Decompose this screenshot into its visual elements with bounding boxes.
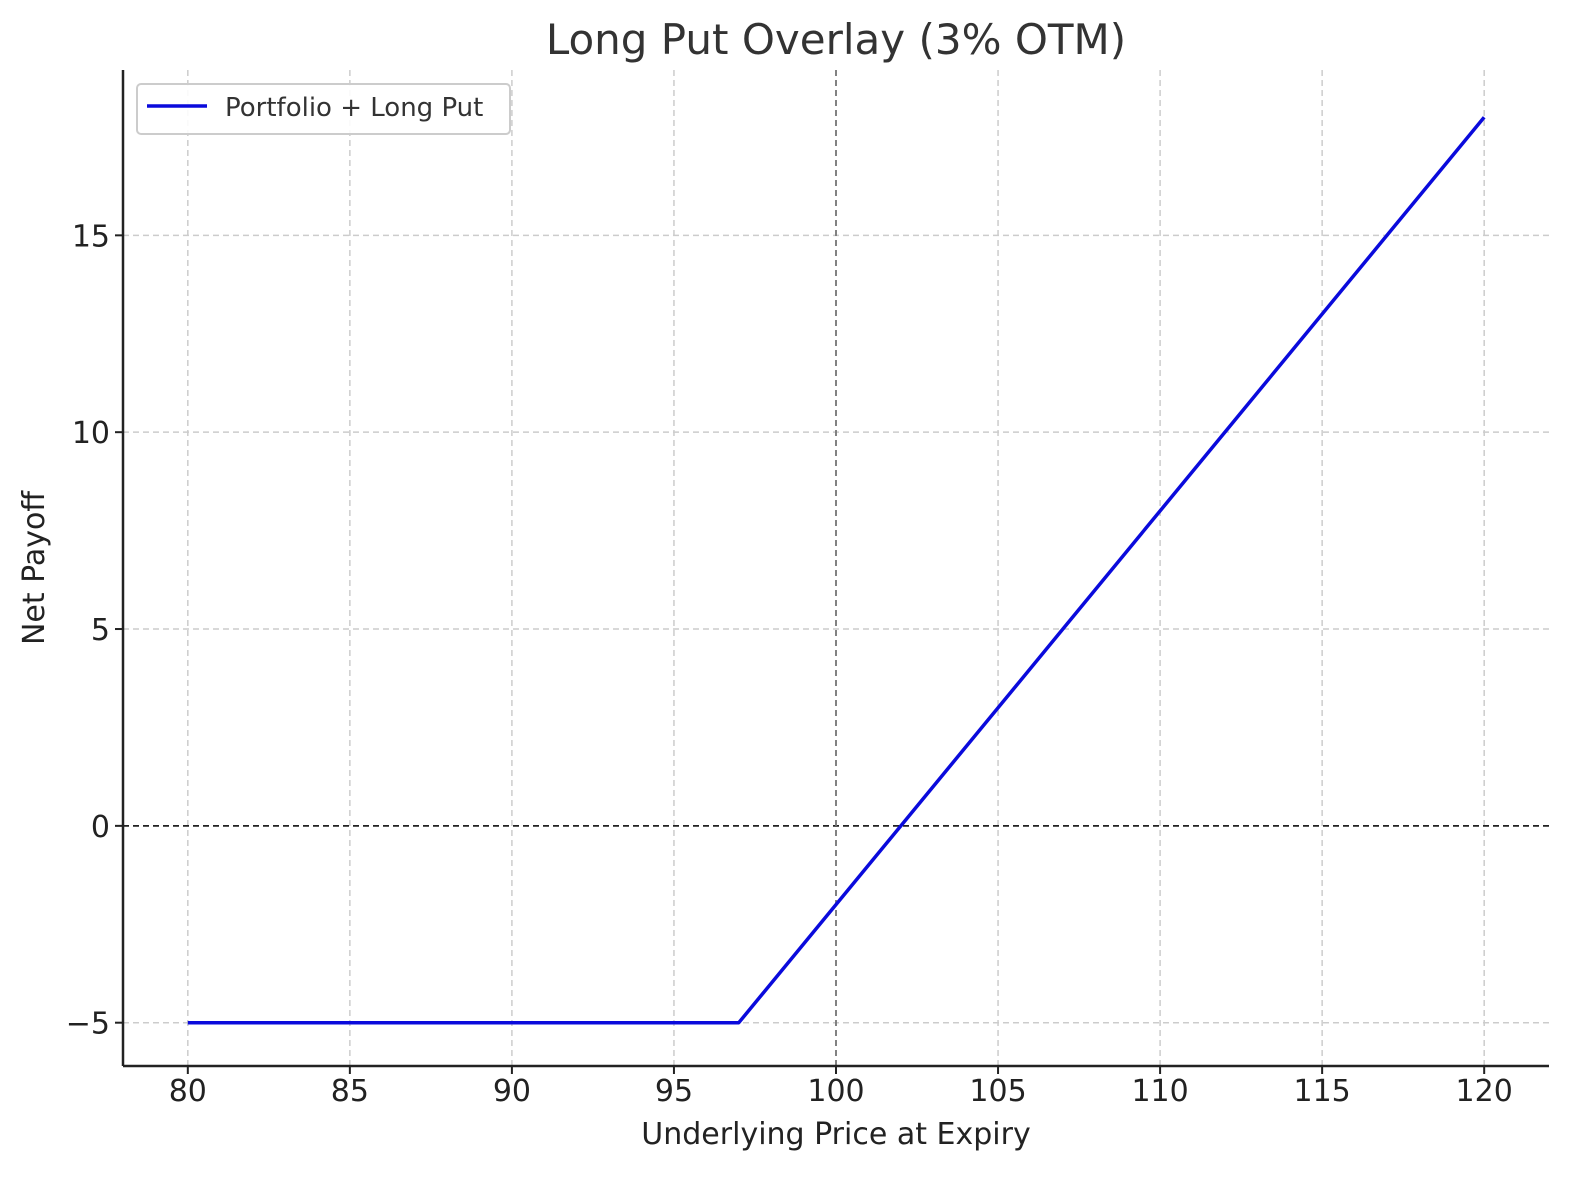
axes [121, 70, 1549, 1068]
x-tick-label: 110 [1131, 1074, 1188, 1109]
y-tick-label: 15 [72, 219, 110, 254]
y-axis-label: Net Payoff [17, 490, 52, 645]
y-tick-label: 10 [72, 416, 110, 451]
reference-lines [123, 70, 1549, 1066]
x-tick-label: 100 [807, 1074, 864, 1109]
grid-lines [123, 70, 1549, 1066]
series-layer [187, 116, 1486, 1025]
series-line-portfolio-long-put [187, 116, 1486, 1025]
x-tick-label: 80 [169, 1074, 207, 1109]
legend-label: Portfolio + Long Put [225, 93, 483, 123]
x-tick-label: 90 [493, 1074, 531, 1109]
chart-title: Long Put Overlay (3% OTM) [546, 15, 1126, 64]
x-ticks: 80 85 90 95 100 105 110 115 120 [169, 1066, 1513, 1109]
x-tick-label: 105 [969, 1074, 1026, 1109]
legend-box [136, 83, 511, 135]
y-tick-label: 5 [91, 613, 110, 648]
x-axis-label: Underlying Price at Expiry [641, 1117, 1030, 1152]
x-tick-label: 95 [655, 1074, 693, 1109]
x-tick-label: 120 [1456, 1074, 1513, 1109]
y-tick-label: 0 [91, 810, 110, 845]
x-tick-label: 115 [1294, 1074, 1351, 1109]
y-ticks: −5 0 5 10 15 [66, 219, 123, 1042]
x-tick-label: 85 [331, 1074, 369, 1109]
y-tick-label: −5 [66, 1007, 110, 1042]
legend: Portfolio + Long Put [136, 83, 511, 135]
